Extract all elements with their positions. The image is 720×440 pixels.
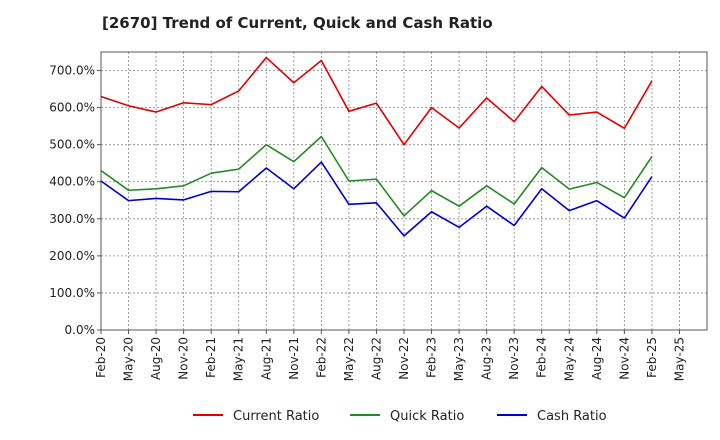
x-tick-label: Feb-20 (94, 337, 108, 378)
y-tick-label: 0.0% (65, 323, 96, 337)
y-tick-label: 700.0% (49, 64, 95, 78)
series-line-cash-ratio (100, 161, 653, 237)
legend-label: Cash Ratio (537, 409, 607, 424)
x-tick-label: May-21 (232, 337, 246, 381)
x-tick-label: Feb-21 (204, 337, 218, 378)
x-tick-label: Nov-23 (507, 337, 521, 380)
x-tick-label: Nov-22 (397, 337, 411, 380)
x-tick-label: Nov-20 (177, 337, 191, 380)
legend-label: Current Ratio (233, 409, 319, 424)
series (100, 56, 653, 237)
x-tick-label: May-24 (562, 337, 576, 381)
x-tick-label: Feb-25 (645, 337, 659, 378)
y-tick-label: 500.0% (49, 138, 95, 152)
x-tick-label: Feb-23 (425, 337, 439, 378)
x-tick-label: May-23 (452, 337, 466, 381)
x-tick-label: May-22 (342, 337, 356, 381)
y-tick-label: 200.0% (49, 249, 95, 263)
y-tick-label: 400.0% (49, 175, 95, 189)
y-tick-label: 100.0% (49, 286, 95, 300)
y-tick-label: 300.0% (49, 212, 95, 226)
axes: 0.0% 100.0% 200.0% 300.0% 400.0% 500.0% 600.0%… (49, 64, 686, 382)
x-tick-label: Feb-22 (314, 337, 328, 378)
x-tick-label: Nov-21 (287, 337, 301, 380)
legend: Current Ratio Quick Ratio Cash Ratio (193, 409, 607, 424)
x-tick-label: May-20 (122, 337, 136, 381)
legend-label: Quick Ratio (390, 409, 464, 424)
x-tick-label: Aug-22 (369, 337, 383, 380)
x-tick-label: Aug-24 (590, 337, 604, 380)
x-tick-label: Feb-24 (535, 337, 549, 378)
x-tick-label: Aug-23 (480, 337, 494, 380)
chart-title: [2670] Trend of Current, Quick and Cash … (102, 14, 493, 32)
x-tick-label: Nov-24 (617, 337, 631, 380)
x-tick-label: Aug-21 (259, 337, 273, 380)
x-tick-label: May-25 (672, 337, 686, 381)
series-line-quick-ratio (100, 135, 653, 217)
y-tick-label: 600.0% (49, 101, 95, 115)
x-tick-label: Aug-20 (149, 337, 163, 380)
series-line-current-ratio (100, 56, 653, 146)
grid (101, 52, 707, 330)
